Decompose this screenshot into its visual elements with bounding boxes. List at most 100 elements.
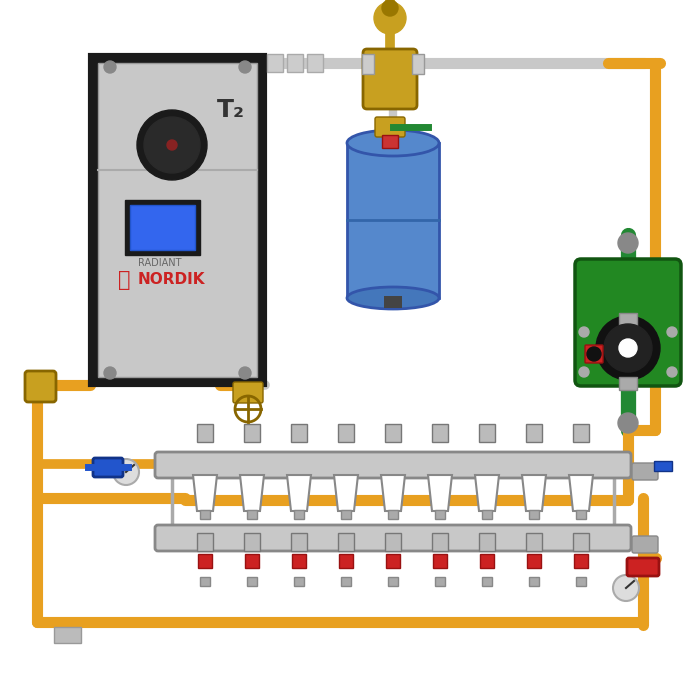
Polygon shape [475,475,499,511]
Polygon shape [522,475,546,511]
FancyBboxPatch shape [479,424,495,442]
FancyBboxPatch shape [245,554,259,568]
FancyBboxPatch shape [382,135,398,148]
FancyBboxPatch shape [433,554,447,568]
FancyBboxPatch shape [526,533,542,551]
FancyBboxPatch shape [375,117,405,137]
FancyBboxPatch shape [527,554,541,568]
Circle shape [104,367,116,379]
FancyBboxPatch shape [435,577,445,586]
Text: T₂: T₂ [217,98,245,122]
FancyBboxPatch shape [341,577,351,586]
FancyBboxPatch shape [287,54,303,72]
FancyBboxPatch shape [574,554,588,568]
FancyBboxPatch shape [54,627,81,643]
FancyBboxPatch shape [294,577,304,586]
Bar [384,296,402,308]
FancyBboxPatch shape [200,510,210,519]
FancyBboxPatch shape [627,558,659,576]
FancyBboxPatch shape [197,424,213,442]
FancyBboxPatch shape [338,533,354,551]
FancyBboxPatch shape [529,510,539,519]
FancyBboxPatch shape [247,577,257,586]
FancyBboxPatch shape [267,54,283,72]
Circle shape [618,233,638,253]
Ellipse shape [347,287,439,309]
Circle shape [104,61,116,73]
Circle shape [374,2,406,34]
FancyBboxPatch shape [435,510,445,519]
Text: Ⓝ: Ⓝ [118,270,130,290]
FancyBboxPatch shape [93,458,123,477]
FancyBboxPatch shape [25,371,56,402]
FancyBboxPatch shape [247,510,257,519]
FancyBboxPatch shape [362,54,374,74]
Circle shape [382,0,398,16]
FancyBboxPatch shape [526,424,542,442]
FancyBboxPatch shape [244,424,260,442]
Circle shape [604,324,652,372]
FancyBboxPatch shape [632,536,658,553]
FancyBboxPatch shape [619,313,637,326]
FancyBboxPatch shape [412,54,424,74]
FancyBboxPatch shape [573,424,589,442]
FancyBboxPatch shape [573,533,589,551]
Circle shape [587,347,601,361]
FancyBboxPatch shape [386,554,400,568]
Polygon shape [287,475,311,511]
FancyBboxPatch shape [388,577,398,586]
FancyBboxPatch shape [654,461,672,471]
FancyBboxPatch shape [363,49,417,109]
FancyBboxPatch shape [632,463,658,480]
Circle shape [667,327,677,337]
FancyBboxPatch shape [233,382,263,403]
FancyBboxPatch shape [291,533,307,551]
Circle shape [167,140,177,150]
Polygon shape [240,475,264,511]
Polygon shape [381,475,405,511]
FancyBboxPatch shape [479,533,495,551]
Text: NORDIK: NORDIK [138,272,206,288]
Circle shape [239,367,251,379]
FancyBboxPatch shape [339,554,353,568]
FancyBboxPatch shape [155,525,631,551]
FancyBboxPatch shape [432,424,448,442]
FancyBboxPatch shape [388,510,398,519]
FancyBboxPatch shape [307,54,323,72]
Circle shape [239,61,251,73]
FancyBboxPatch shape [341,510,351,519]
Circle shape [579,367,589,377]
FancyBboxPatch shape [155,452,631,478]
FancyBboxPatch shape [385,424,401,442]
Circle shape [113,459,139,485]
FancyBboxPatch shape [90,55,265,385]
Circle shape [613,575,639,601]
FancyBboxPatch shape [98,63,257,377]
Polygon shape [569,475,593,511]
Bar [347,143,439,298]
FancyBboxPatch shape [385,533,401,551]
FancyBboxPatch shape [244,533,260,551]
FancyBboxPatch shape [198,554,212,568]
Circle shape [619,339,637,357]
FancyBboxPatch shape [197,533,213,551]
FancyBboxPatch shape [291,424,307,442]
Circle shape [137,110,207,180]
Circle shape [144,117,200,173]
FancyBboxPatch shape [292,554,306,568]
Circle shape [618,413,638,433]
Circle shape [596,316,660,380]
FancyBboxPatch shape [482,577,492,586]
Polygon shape [428,475,452,511]
Text: RADIANT: RADIANT [138,258,181,268]
FancyBboxPatch shape [338,424,354,442]
FancyBboxPatch shape [482,510,492,519]
FancyBboxPatch shape [432,533,448,551]
FancyBboxPatch shape [576,577,586,586]
FancyBboxPatch shape [529,577,539,586]
FancyBboxPatch shape [619,377,637,390]
FancyBboxPatch shape [576,510,586,519]
FancyBboxPatch shape [480,554,494,568]
Polygon shape [334,475,358,511]
FancyBboxPatch shape [125,200,200,255]
